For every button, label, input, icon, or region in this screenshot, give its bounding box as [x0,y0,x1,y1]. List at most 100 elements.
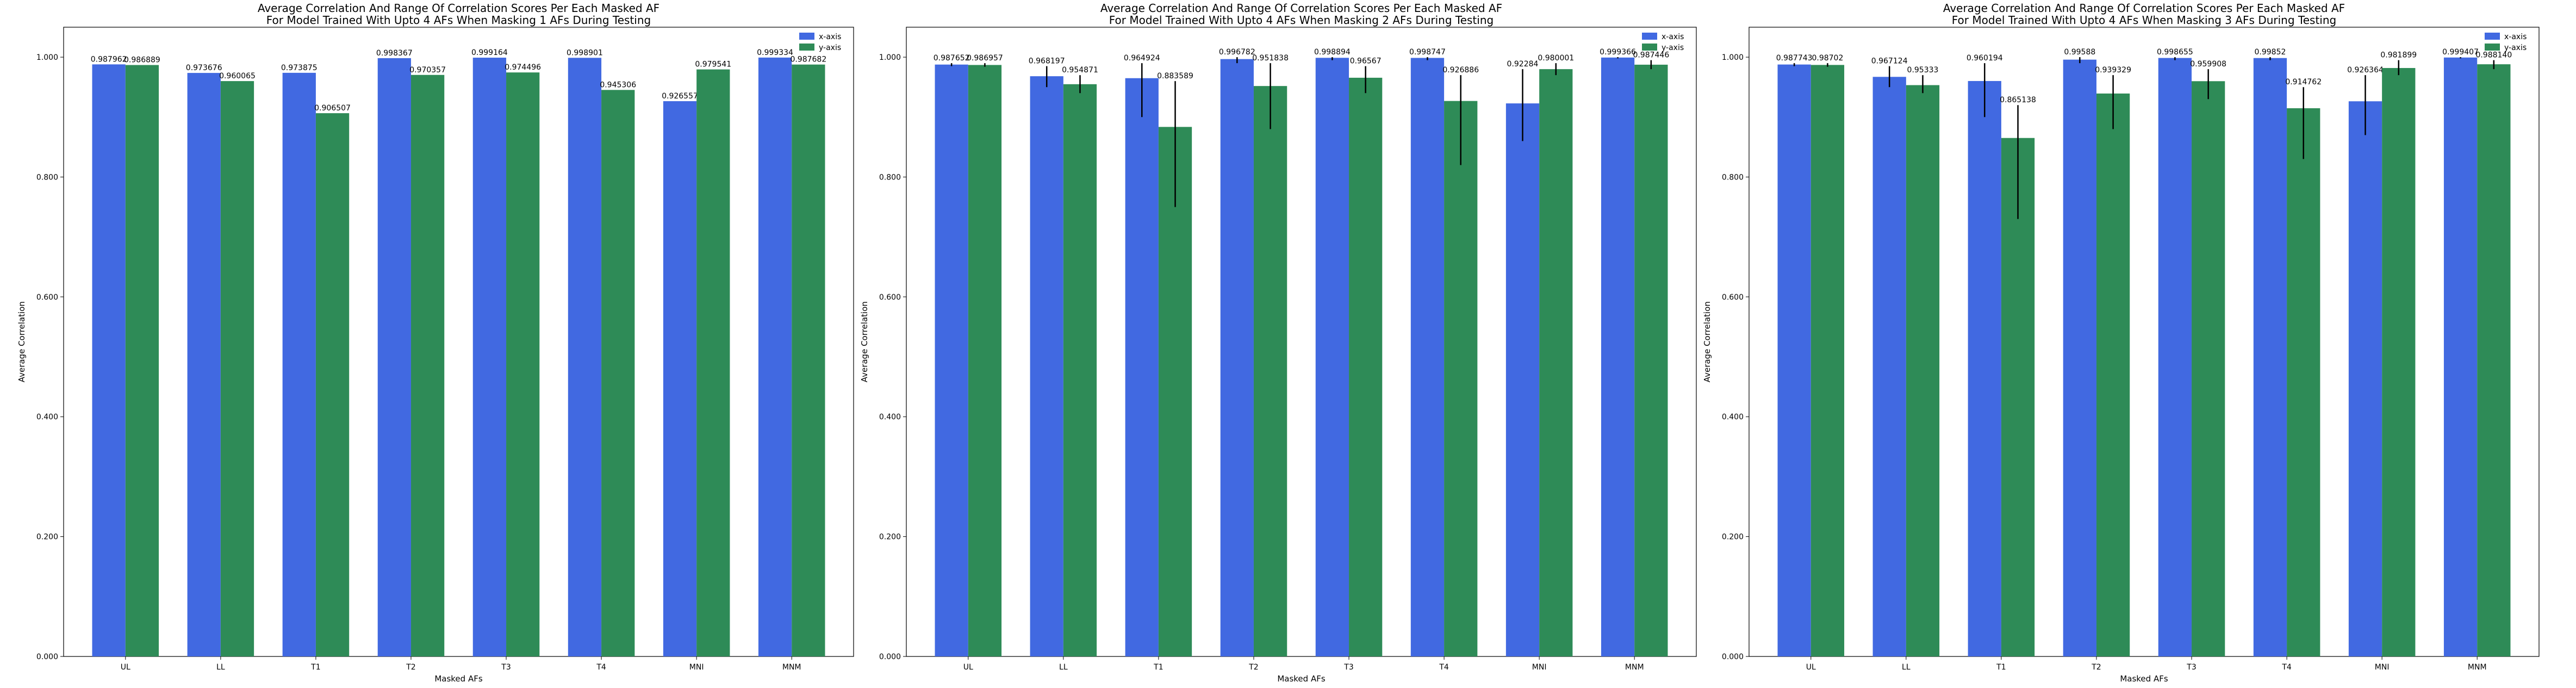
y-tick-label: 0.800 [36,173,58,182]
legend-swatch [2485,33,2500,40]
bar-x-axis [92,64,126,656]
x-tick-label: T1 [1996,663,2006,672]
bar-y-axis [968,65,1002,656]
y-tick-label: 0.200 [879,533,901,542]
bar-value-label: 0.986889 [124,56,160,65]
y-tick-label: 0.600 [1722,293,1744,302]
bar-y-axis [1539,69,1573,657]
bar-value-label: 0.987652 [934,54,970,63]
bar-value-label: 0.987962 [91,55,127,64]
y-tick-label: 0.400 [1722,413,1744,422]
chart-title: Average Correlation And Range Of Correla… [258,2,659,15]
x-tick-label: T2 [2091,663,2101,672]
legend-swatch [2485,44,2500,51]
bar-value-label: 0.926364 [2347,66,2384,75]
x-tick-label: UL [1806,663,1816,672]
bar-value-label: 0.981899 [2380,51,2417,60]
bar-value-label: 0.998901 [567,48,603,57]
x-tick-label: LL [216,663,225,672]
bar-y-axis [1063,84,1097,656]
x-tick-label: T3 [1343,663,1353,672]
chart-subtitle: For Model Trained With Upto 4 AFs When M… [266,14,651,27]
bar-value-label: 0.986957 [967,54,1003,63]
bar-value-label: 0.964924 [1124,54,1160,63]
bar-y-axis [792,64,825,657]
bar-value-label: 0.998747 [1409,48,1446,57]
bar-x-axis [663,101,697,656]
bar-value-label: 0.999366 [1600,48,1636,57]
plot-frame [1749,27,2540,657]
legend-swatch [1642,44,1657,51]
bar-x-axis [2253,58,2287,656]
bar-y-axis [410,75,445,656]
x-tick-label: T2 [406,663,415,672]
bar-value-label: 0.973676 [186,64,222,72]
bar-y-axis [1444,101,1478,656]
bar-value-label: 0.99852 [2255,48,2286,57]
bar-y-axis [125,65,159,656]
bar-x-axis [1777,64,1811,656]
bar-value-label: 0.939329 [2095,66,2131,75]
y-tick-label: 0.800 [1722,173,1744,182]
x-tick-label: T2 [1248,663,1258,672]
bar-y-axis [601,90,635,657]
x-axis-label: Masked AFs [2120,674,2168,684]
bar-x-axis [2443,57,2478,657]
legend-label: y-axis [819,44,841,52]
bar-x-axis [1968,80,2001,657]
legend: x-axis y-axis [1642,33,1684,52]
bar-value-label: 0.92284 [1507,60,1539,69]
chart-title: Average Correlation And Range Of Correla… [1943,2,2345,15]
bar-y-axis [1810,65,1845,657]
bar-value-label: 0.987446 [1633,51,1669,60]
bar-y-axis [1158,127,1192,656]
bar-value-label: 0.954871 [1062,66,1098,75]
x-tick-label: T1 [310,663,320,672]
bar-x-axis [377,58,411,656]
bar-value-label: 0.865138 [2000,96,2036,104]
bar-value-label: 0.998367 [376,49,413,58]
legend-swatch [1642,33,1657,40]
legend-label: x-axis [1662,33,1684,41]
x-axis-label: Masked AFs [1277,674,1326,684]
bar-value-label: 0.951838 [1252,54,1289,63]
bar-x-axis [568,58,602,656]
bar-x-axis [472,58,507,656]
bar-x-axis [282,72,316,656]
bar-value-label: 0.945306 [600,80,636,89]
x-tick-label: T3 [2186,663,2196,672]
x-tick-label: MNM [782,663,801,672]
bar-x-axis [1601,57,1635,657]
bar-y-axis [2192,81,2225,656]
x-tick-label: T4 [596,663,606,672]
bar-y-axis [2382,68,2416,657]
x-tick-label: UL [121,663,130,672]
y-tick-label: 0.200 [36,533,58,542]
bar-value-label: 0.973875 [281,64,318,72]
bar-x-axis [1030,76,1063,656]
bar-x-axis [758,57,792,657]
bar-value-label: 0.926886 [1442,66,1479,75]
y-tick-label: 0.000 [879,653,901,661]
bar-value-label: 0.926557 [662,92,698,101]
x-tick-label: T3 [501,663,511,672]
chart-panel-2: Average Correlation And Range Of Correla… [860,2,1697,684]
x-tick-label: UL [963,663,973,672]
y-axis-label: Average Correlation [860,301,869,382]
y-tick-label: 1.000 [1722,53,1744,62]
bar-value-label: 0.979541 [695,60,731,69]
bar-y-axis [220,81,254,656]
bar-value-label: 0.96567 [1350,57,1382,66]
bar-x-axis [187,73,221,656]
x-tick-label: MNI [1532,663,1547,672]
bar-y-axis [2096,93,2130,657]
bar-y-axis [696,69,730,656]
y-tick-label: 0.000 [1722,653,1744,661]
y-tick-label: 0.600 [36,293,58,302]
bar-x-axis [1315,58,1349,656]
legend: x-axis y-axis [799,33,841,52]
bar-y-axis [1349,77,1383,657]
bar-value-label: 0.906507 [314,104,351,113]
